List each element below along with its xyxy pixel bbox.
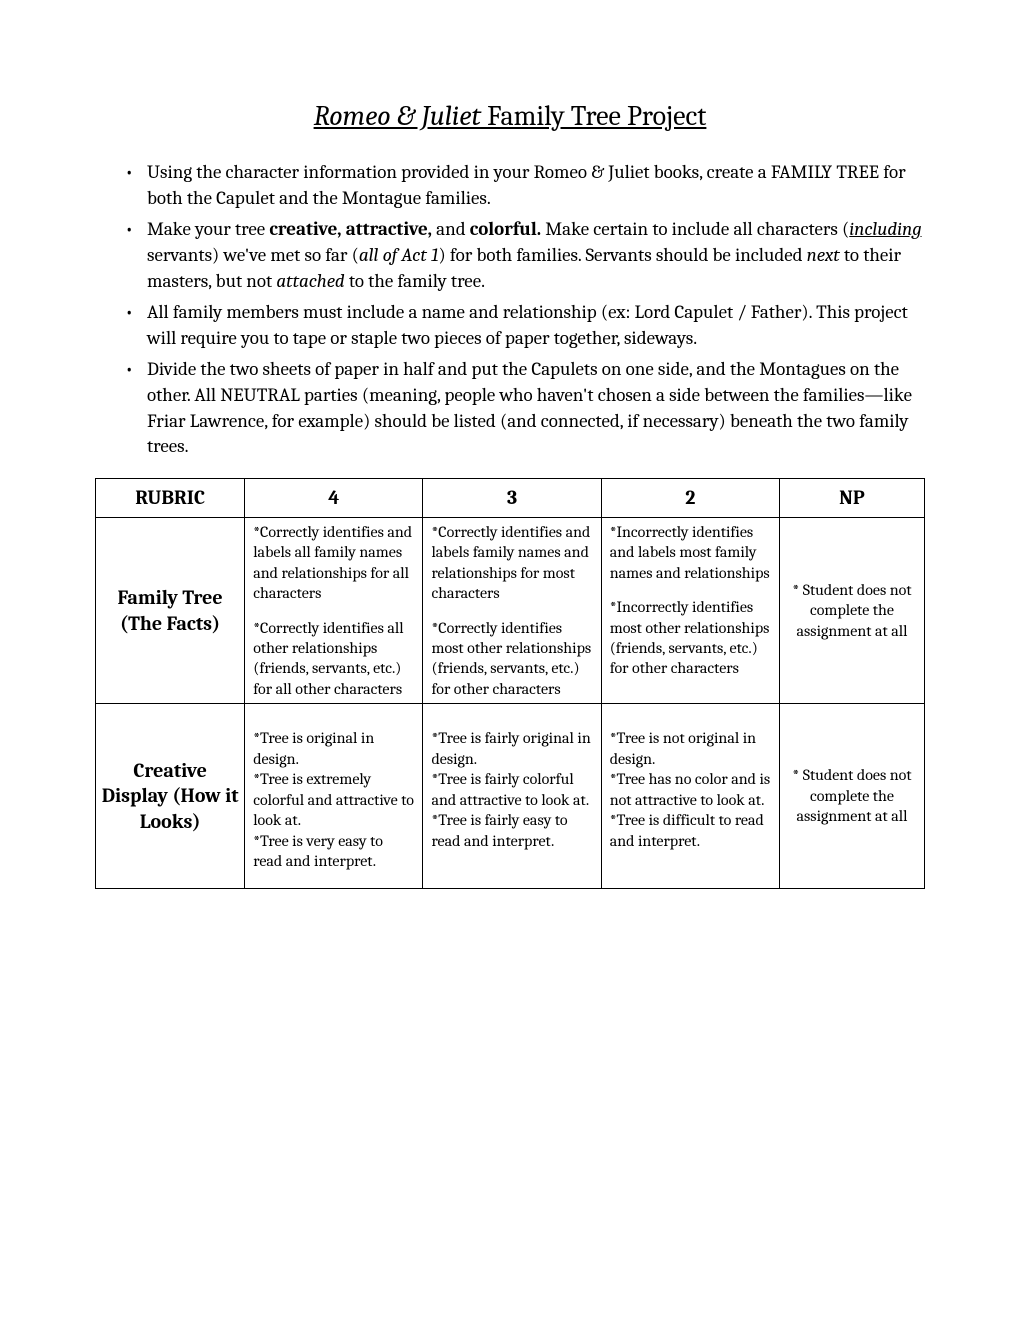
instruction-item: Make your tree creative, attractive, and… bbox=[147, 217, 925, 294]
cell-text: *Correctly identifies and labels family … bbox=[431, 522, 592, 604]
header-rubric: RUBRIC bbox=[96, 479, 245, 518]
rubric-table: RUBRIC 4 3 2 NP Family Tree (The Facts) … bbox=[95, 478, 925, 889]
cell-facts-3: *Correctly identifies and labels family … bbox=[423, 517, 601, 704]
cell-facts-4: *Correctly identifies and labels all fam… bbox=[245, 517, 423, 704]
title-italic: Romeo & Juliet bbox=[314, 100, 481, 132]
document-page: Romeo & Juliet Family Tree Project Using… bbox=[0, 0, 1020, 1320]
cell-text: *Tree is fairly easy to read and interpr… bbox=[431, 810, 592, 851]
cell-creative-np: * Student does not complete the assignme… bbox=[779, 704, 924, 888]
title-plain: Family Tree Project bbox=[481, 100, 706, 132]
cell-text: *Tree is fairly colorful and attractive … bbox=[431, 769, 592, 810]
cell-text: *Incorrectly identifies most other relat… bbox=[610, 597, 771, 679]
instruction-item: All family members must include a name a… bbox=[147, 300, 925, 351]
instruction-item: Using the character information provided… bbox=[147, 160, 925, 211]
table-row: Creative Display (How it Looks) *Tree is… bbox=[96, 704, 925, 888]
cell-text: *Tree is fairly original in design. bbox=[431, 728, 592, 769]
cell-facts-np: * Student does not complete the assignme… bbox=[779, 517, 924, 704]
cell-creative-3: *Tree is fairly original in design. *Tre… bbox=[423, 704, 601, 888]
cell-text: *Correctly identifies all other relation… bbox=[253, 618, 414, 700]
cell-text: *Tree is not original in design. bbox=[610, 728, 771, 769]
cell-creative-4: *Tree is original in design. *Tree is ex… bbox=[245, 704, 423, 888]
row-label-creative: Creative Display (How it Looks) bbox=[96, 704, 245, 888]
page-title: Romeo & Juliet Family Tree Project bbox=[95, 100, 925, 132]
header-4: 4 bbox=[245, 479, 423, 518]
cell-creative-2: *Tree is not original in design. *Tree h… bbox=[601, 704, 779, 888]
cell-text: *Tree is original in design. bbox=[253, 728, 414, 769]
table-header-row: RUBRIC 4 3 2 NP bbox=[96, 479, 925, 518]
cell-text: *Correctly identifies most other relatio… bbox=[431, 618, 592, 700]
cell-text: *Incorrectly identifies and labels most … bbox=[610, 522, 771, 583]
cell-text: *Tree is difficult to read and interpret… bbox=[610, 810, 771, 851]
table-row: Family Tree (The Facts) *Correctly ident… bbox=[96, 517, 925, 704]
cell-text: *Correctly identifies and labels all fam… bbox=[253, 522, 414, 604]
instruction-list: Using the character information provided… bbox=[95, 160, 925, 460]
cell-text: *Tree is very easy to read and interpret… bbox=[253, 831, 414, 872]
header-3: 3 bbox=[423, 479, 601, 518]
cell-facts-2: *Incorrectly identifies and labels most … bbox=[601, 517, 779, 704]
cell-text: *Tree has no color and is not attractive… bbox=[610, 769, 771, 810]
header-2: 2 bbox=[601, 479, 779, 518]
instruction-item: Divide the two sheets of paper in half a… bbox=[147, 357, 925, 460]
row-label-facts: Family Tree (The Facts) bbox=[96, 517, 245, 704]
header-np: NP bbox=[779, 479, 924, 518]
cell-text: *Tree is extremely colorful and attracti… bbox=[253, 769, 414, 830]
